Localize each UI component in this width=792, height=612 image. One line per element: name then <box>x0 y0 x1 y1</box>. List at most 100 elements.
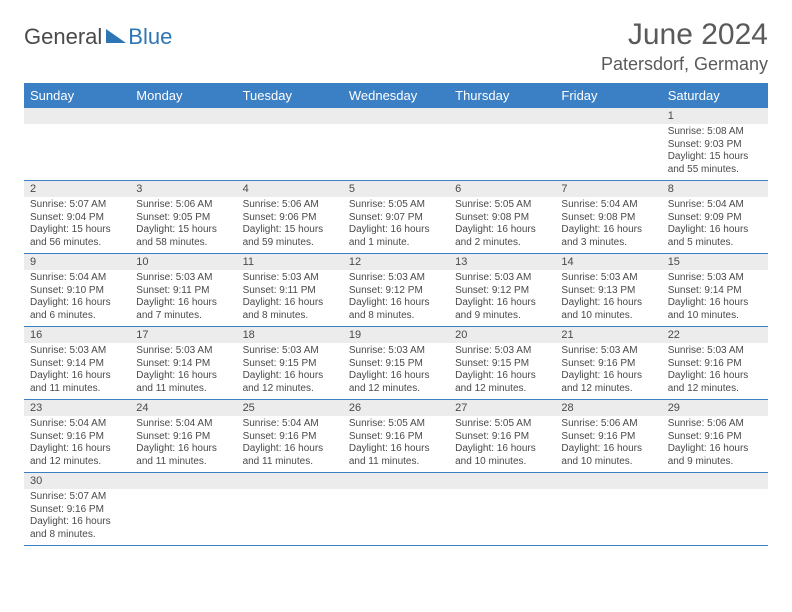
sunrise-text: Sunrise: 5:04 AM <box>561 199 655 212</box>
sunset-text: Sunset: 9:16 PM <box>243 431 337 444</box>
day-of-week-row: Sunday Monday Tuesday Wednesday Thursday… <box>24 83 768 108</box>
calendar-cell: 21Sunrise: 5:03 AMSunset: 9:16 PMDayligh… <box>555 327 661 400</box>
sunset-text: Sunset: 9:15 PM <box>243 358 337 371</box>
daylight-text: Daylight: 16 hours and 10 minutes. <box>561 443 655 468</box>
day-number: 16 <box>24 327 130 343</box>
day-number <box>662 473 768 489</box>
day-details <box>237 124 343 172</box>
day-details: Sunrise: 5:03 AMSunset: 9:14 PMDaylight:… <box>24 343 130 399</box>
calendar-cell: 8Sunrise: 5:04 AMSunset: 9:09 PMDaylight… <box>662 181 768 254</box>
calendar-cell <box>343 473 449 546</box>
sunrise-text: Sunrise: 5:03 AM <box>243 272 337 285</box>
day-details: Sunrise: 5:04 AMSunset: 9:16 PMDaylight:… <box>237 416 343 472</box>
day-details <box>237 489 343 537</box>
sunset-text: Sunset: 9:16 PM <box>668 358 762 371</box>
day-details <box>130 489 236 537</box>
sunset-text: Sunset: 9:16 PM <box>136 431 230 444</box>
day-number: 22 <box>662 327 768 343</box>
day-number <box>24 108 130 124</box>
sunrise-text: Sunrise: 5:06 AM <box>668 418 762 431</box>
day-number: 7 <box>555 181 661 197</box>
sunrise-text: Sunrise: 5:03 AM <box>668 345 762 358</box>
day-number <box>449 108 555 124</box>
calendar-cell: 18Sunrise: 5:03 AMSunset: 9:15 PMDayligh… <box>237 327 343 400</box>
sunrise-text: Sunrise: 5:03 AM <box>455 345 549 358</box>
daylight-text: Daylight: 16 hours and 2 minutes. <box>455 224 549 249</box>
day-details: Sunrise: 5:07 AMSunset: 9:16 PMDaylight:… <box>24 489 130 545</box>
calendar-cell <box>24 108 130 181</box>
calendar-cell: 26Sunrise: 5:05 AMSunset: 9:16 PMDayligh… <box>343 400 449 473</box>
sunrise-text: Sunrise: 5:03 AM <box>349 272 443 285</box>
day-details: Sunrise: 5:03 AMSunset: 9:16 PMDaylight:… <box>662 343 768 399</box>
sunset-text: Sunset: 9:03 PM <box>668 139 762 152</box>
calendar-cell: 5Sunrise: 5:05 AMSunset: 9:07 PMDaylight… <box>343 181 449 254</box>
calendar-cell: 12Sunrise: 5:03 AMSunset: 9:12 PMDayligh… <box>343 254 449 327</box>
sunset-text: Sunset: 9:14 PM <box>30 358 124 371</box>
day-details <box>555 124 661 172</box>
calendar-table: Sunday Monday Tuesday Wednesday Thursday… <box>24 83 768 546</box>
daylight-text: Daylight: 16 hours and 11 minutes. <box>30 370 124 395</box>
location-title: Patersdorf, Germany <box>601 54 768 75</box>
sunrise-text: Sunrise: 5:06 AM <box>136 199 230 212</box>
day-details: Sunrise: 5:04 AMSunset: 9:08 PMDaylight:… <box>555 197 661 253</box>
day-details <box>130 124 236 172</box>
day-details: Sunrise: 5:03 AMSunset: 9:15 PMDaylight:… <box>449 343 555 399</box>
sunrise-text: Sunrise: 5:04 AM <box>243 418 337 431</box>
dow-saturday: Saturday <box>662 83 768 108</box>
day-number: 20 <box>449 327 555 343</box>
day-details: Sunrise: 5:07 AMSunset: 9:04 PMDaylight:… <box>24 197 130 253</box>
sunrise-text: Sunrise: 5:05 AM <box>455 199 549 212</box>
day-details: Sunrise: 5:08 AMSunset: 9:03 PMDaylight:… <box>662 124 768 180</box>
day-details: Sunrise: 5:06 AMSunset: 9:16 PMDaylight:… <box>555 416 661 472</box>
sunrise-text: Sunrise: 5:03 AM <box>561 272 655 285</box>
day-number: 29 <box>662 400 768 416</box>
sunrise-text: Sunrise: 5:05 AM <box>349 199 443 212</box>
title-block: June 2024 Patersdorf, Germany <box>601 18 768 75</box>
calendar-week-row: 1Sunrise: 5:08 AMSunset: 9:03 PMDaylight… <box>24 108 768 181</box>
calendar-week-row: 2Sunrise: 5:07 AMSunset: 9:04 PMDaylight… <box>24 181 768 254</box>
dow-tuesday: Tuesday <box>237 83 343 108</box>
day-details: Sunrise: 5:03 AMSunset: 9:12 PMDaylight:… <box>449 270 555 326</box>
day-number: 9 <box>24 254 130 270</box>
sunset-text: Sunset: 9:05 PM <box>136 212 230 225</box>
day-details <box>343 124 449 172</box>
day-number: 30 <box>24 473 130 489</box>
day-number: 23 <box>24 400 130 416</box>
daylight-text: Daylight: 16 hours and 7 minutes. <box>136 297 230 322</box>
daylight-text: Daylight: 16 hours and 11 minutes. <box>243 443 337 468</box>
day-number: 5 <box>343 181 449 197</box>
sunrise-text: Sunrise: 5:03 AM <box>668 272 762 285</box>
calendar-cell <box>662 473 768 546</box>
day-number: 14 <box>555 254 661 270</box>
day-number <box>130 473 236 489</box>
sunset-text: Sunset: 9:12 PM <box>349 285 443 298</box>
calendar-cell <box>237 108 343 181</box>
dow-monday: Monday <box>130 83 236 108</box>
calendar-cell: 10Sunrise: 5:03 AMSunset: 9:11 PMDayligh… <box>130 254 236 327</box>
sunset-text: Sunset: 9:04 PM <box>30 212 124 225</box>
sunset-text: Sunset: 9:11 PM <box>136 285 230 298</box>
daylight-text: Daylight: 16 hours and 11 minutes. <box>349 443 443 468</box>
day-details: Sunrise: 5:03 AMSunset: 9:11 PMDaylight:… <box>237 270 343 326</box>
day-number: 17 <box>130 327 236 343</box>
daylight-text: Daylight: 15 hours and 58 minutes. <box>136 224 230 249</box>
day-number: 26 <box>343 400 449 416</box>
daylight-text: Daylight: 16 hours and 9 minutes. <box>455 297 549 322</box>
day-details: Sunrise: 5:03 AMSunset: 9:13 PMDaylight:… <box>555 270 661 326</box>
calendar-cell: 28Sunrise: 5:06 AMSunset: 9:16 PMDayligh… <box>555 400 661 473</box>
calendar-cell: 11Sunrise: 5:03 AMSunset: 9:11 PMDayligh… <box>237 254 343 327</box>
day-details: Sunrise: 5:03 AMSunset: 9:15 PMDaylight:… <box>343 343 449 399</box>
sunset-text: Sunset: 9:14 PM <box>136 358 230 371</box>
sunset-text: Sunset: 9:07 PM <box>349 212 443 225</box>
calendar-cell: 20Sunrise: 5:03 AMSunset: 9:15 PMDayligh… <box>449 327 555 400</box>
day-number <box>237 108 343 124</box>
sunrise-text: Sunrise: 5:03 AM <box>136 272 230 285</box>
day-number: 24 <box>130 400 236 416</box>
calendar-week-row: 9Sunrise: 5:04 AMSunset: 9:10 PMDaylight… <box>24 254 768 327</box>
daylight-text: Daylight: 15 hours and 55 minutes. <box>668 151 762 176</box>
day-number: 4 <box>237 181 343 197</box>
calendar-cell <box>555 108 661 181</box>
sunset-text: Sunset: 9:12 PM <box>455 285 549 298</box>
dow-thursday: Thursday <box>449 83 555 108</box>
day-number: 2 <box>24 181 130 197</box>
